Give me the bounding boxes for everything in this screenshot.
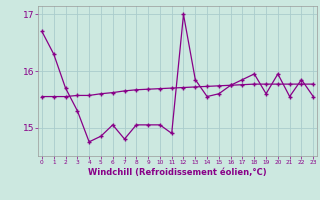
X-axis label: Windchill (Refroidissement éolien,°C): Windchill (Refroidissement éolien,°C)	[88, 168, 267, 177]
